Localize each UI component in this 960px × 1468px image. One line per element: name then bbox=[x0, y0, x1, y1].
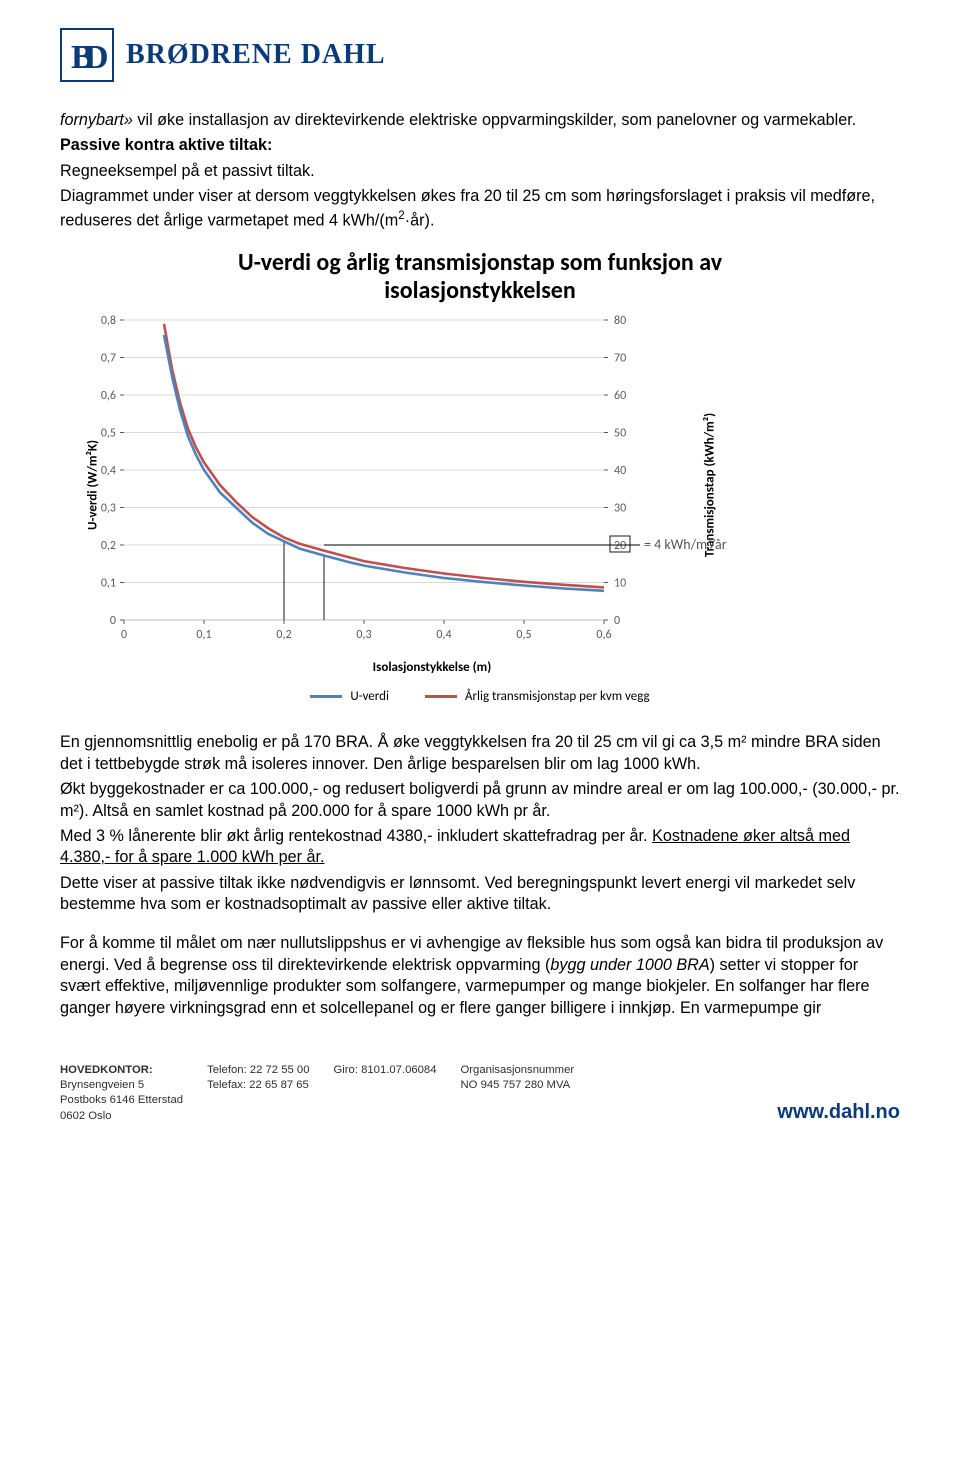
footer-line: Brynsengveien 5 bbox=[60, 1078, 183, 1093]
legend-label: Årlig transmisjonstap per kvm vegg bbox=[465, 689, 650, 704]
legend-swatch bbox=[425, 695, 457, 698]
svg-text:0: 0 bbox=[614, 614, 620, 628]
text: U-verdi og årlig transmisjonstap som fun… bbox=[238, 248, 722, 277]
page-footer: HOVEDKONTOR: Brynsengveien 5 Postboks 61… bbox=[0, 1063, 960, 1142]
text: isolasjonstykkelsen bbox=[384, 276, 575, 305]
svg-text:D: D bbox=[84, 39, 109, 76]
footer-url: www.dahl.no bbox=[777, 1101, 900, 1124]
svg-text:70: 70 bbox=[614, 352, 626, 366]
paragraph: fornybart» vil øke installasjon av direk… bbox=[60, 110, 900, 131]
text: Med 3 % lånerente blir økt årlig renteko… bbox=[60, 827, 652, 845]
text: vil øke installasjon av direktevirkende … bbox=[133, 111, 856, 129]
legend-swatch bbox=[310, 695, 342, 698]
svg-text:0,4: 0,4 bbox=[436, 628, 451, 642]
text: ·år). bbox=[405, 211, 435, 229]
text-italic: bygg under 1000 BRA bbox=[550, 956, 709, 974]
footer-line: Giro: 8101.07.06084 bbox=[333, 1063, 436, 1078]
svg-text:80: 80 bbox=[614, 314, 626, 328]
svg-text:0,3: 0,3 bbox=[356, 628, 371, 642]
footer-col: Organisasjonsnummer NO 945 757 280 MVA bbox=[461, 1063, 575, 1124]
paragraph: For å komme til målet om nær nullutslipp… bbox=[60, 933, 900, 1019]
paragraph: En gjennomsnittlig enebolig er på 170 BR… bbox=[60, 732, 900, 775]
chart-title: U-verdi og årlig transmisjonstap som fun… bbox=[60, 249, 900, 304]
legend-label: U-verdi bbox=[350, 689, 389, 704]
footer-col: Giro: 8101.07.06084 bbox=[333, 1063, 436, 1124]
chart-annotation: = 4 kWh/m²/år bbox=[644, 536, 727, 553]
svg-text:0,6: 0,6 bbox=[101, 389, 116, 403]
footer-col: Telefon: 22 72 55 00 Telefax: 22 65 87 6… bbox=[207, 1063, 309, 1124]
footer-col: HOVEDKONTOR: Brynsengveien 5 Postboks 61… bbox=[60, 1063, 183, 1124]
paragraph: Dette viser at passive tiltak ikke nødve… bbox=[60, 873, 900, 916]
svg-text:60: 60 bbox=[614, 389, 626, 403]
logo-icon: B D bbox=[60, 28, 114, 82]
svg-text:0,3: 0,3 bbox=[101, 502, 116, 516]
svg-text:50: 50 bbox=[614, 427, 626, 441]
svg-text:10: 10 bbox=[614, 577, 626, 591]
x-axis-label: Isolasjonstykkelse (m) bbox=[60, 660, 780, 675]
footer-label: HOVEDKONTOR: bbox=[60, 1064, 153, 1076]
brand-header: B D BRØDRENE DAHL bbox=[60, 28, 900, 82]
svg-text:0,8: 0,8 bbox=[101, 314, 116, 328]
svg-text:0: 0 bbox=[110, 614, 116, 628]
subheading: Passive kontra aktive tiltak: bbox=[60, 135, 900, 156]
svg-text:20: 20 bbox=[614, 539, 626, 553]
footer-line: Telefax: 22 65 87 65 bbox=[207, 1078, 309, 1093]
paragraph: Regneeksempel på et passivt tiltak. bbox=[60, 161, 900, 182]
legend-item: U-verdi bbox=[310, 689, 389, 704]
svg-text:0,1: 0,1 bbox=[196, 628, 211, 642]
footer-line: Telefon: 22 72 55 00 bbox=[207, 1063, 309, 1078]
svg-text:0,5: 0,5 bbox=[101, 427, 116, 441]
svg-text:0: 0 bbox=[121, 628, 127, 642]
paragraph: Med 3 % lånerente blir økt årlig renteko… bbox=[60, 826, 900, 869]
legend-item: Årlig transmisjonstap per kvm vegg bbox=[425, 689, 650, 704]
brand-name: BRØDRENE DAHL bbox=[126, 39, 386, 71]
chart-container: U-verdi og årlig transmisjonstap som fun… bbox=[60, 249, 900, 712]
svg-text:30: 30 bbox=[614, 502, 626, 516]
y1-axis-label: U-verdi (W/m²K) bbox=[86, 440, 101, 530]
svg-text:0,1: 0,1 bbox=[101, 577, 116, 591]
footer-line: 0602 Oslo bbox=[60, 1109, 183, 1124]
text: Diagrammet under viser at dersom veggtyk… bbox=[60, 187, 875, 229]
svg-text:0,7: 0,7 bbox=[101, 352, 116, 366]
text-italic: fornybart» bbox=[60, 111, 133, 129]
svg-text:0,5: 0,5 bbox=[516, 628, 531, 642]
chart-svg: 0 0,1 0,2 0,3 0,4 0,5 0,6 0,7 0,8 0 10 20 30 40 50 60 70… bbox=[60, 312, 780, 658]
paragraph: Diagrammet under viser at dersom veggtyk… bbox=[60, 186, 900, 231]
chart-area: U-verdi (W/m²K) Transmisjonstap (kWh/m²)… bbox=[60, 312, 900, 658]
svg-text:0,2: 0,2 bbox=[276, 628, 291, 642]
footer-line: Postboks 6146 Etterstad bbox=[60, 1093, 183, 1108]
footer-line: NO 945 757 280 MVA bbox=[461, 1078, 575, 1093]
footer-line: Organisasjonsnummer bbox=[461, 1063, 575, 1078]
svg-text:0,2: 0,2 bbox=[101, 539, 116, 553]
svg-text:0,4: 0,4 bbox=[101, 464, 116, 478]
paragraph: Økt byggekostnader er ca 100.000,- og re… bbox=[60, 779, 900, 822]
svg-text:0,6: 0,6 bbox=[596, 628, 611, 642]
svg-text:40: 40 bbox=[614, 464, 626, 478]
chart-legend: U-verdi Årlig transmisjonstap per kvm ve… bbox=[60, 689, 900, 712]
